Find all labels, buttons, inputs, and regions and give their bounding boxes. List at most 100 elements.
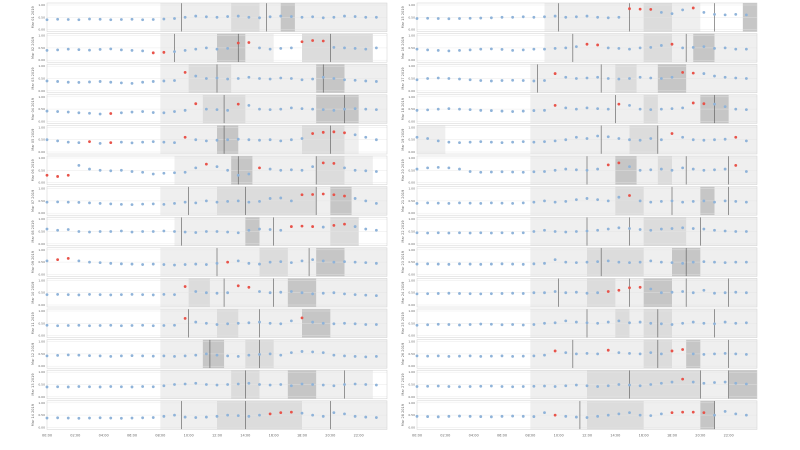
- data-point: [638, 168, 642, 172]
- data-point: [447, 77, 451, 80]
- anomaly-point: [183, 285, 187, 288]
- data-point: [628, 261, 631, 264]
- data-point: [436, 354, 440, 358]
- data-point: [659, 291, 663, 295]
- data-point: [247, 321, 251, 325]
- data-point: [98, 17, 102, 21]
- y-tick-label: 0.00: [408, 150, 415, 154]
- data-point: [119, 48, 123, 52]
- data-point: [447, 231, 451, 235]
- data-point: [56, 48, 60, 52]
- data-point: [130, 324, 134, 327]
- data-point: [374, 228, 378, 232]
- x-tick-label: 20:00: [325, 433, 335, 437]
- data-point: [332, 260, 336, 264]
- data-point: [564, 15, 568, 19]
- data-point: [173, 79, 176, 82]
- anomaly-point: [300, 193, 304, 197]
- x-tick-label: 00:00: [412, 433, 422, 437]
- data-point: [66, 140, 70, 144]
- data-point: [268, 352, 272, 356]
- y-tick-label: 0.50: [408, 199, 415, 203]
- panel-label: Mar 27 2019: [401, 373, 405, 395]
- data-point: [88, 230, 91, 234]
- data-point: [311, 292, 315, 296]
- data-point: [162, 354, 166, 358]
- data-point: [415, 292, 419, 296]
- data-point: [289, 138, 293, 142]
- y-tick-label: 1.00: [408, 278, 415, 282]
- data-point: [289, 168, 293, 172]
- data-point: [215, 108, 219, 111]
- data-point: [311, 107, 315, 111]
- data-point: [702, 260, 706, 264]
- data-point: [564, 138, 568, 142]
- data-point: [353, 382, 357, 386]
- data-point: [436, 48, 440, 52]
- panel-label: Mar 08 2019: [31, 220, 35, 242]
- data-point: [151, 385, 155, 389]
- data-point: [88, 293, 91, 296]
- anomaly-point: [311, 225, 315, 228]
- data-point: [511, 262, 515, 266]
- data-point: [415, 108, 419, 112]
- data-point: [713, 138, 716, 142]
- panel-frame: [416, 339, 758, 369]
- panel-frame: [416, 308, 758, 338]
- panel-label: Mar 18 2019: [401, 98, 405, 120]
- data-point: [574, 77, 578, 80]
- panel-label: Mar 23 2019: [401, 251, 405, 273]
- y-tick-label: 0.50: [408, 352, 415, 356]
- y-tick-label: 0.50: [408, 413, 415, 417]
- data-point: [66, 18, 70, 21]
- anomaly-point: [109, 141, 113, 145]
- y-tick-label: 0.00: [38, 89, 45, 93]
- anomaly-point: [670, 42, 674, 46]
- data-point: [574, 198, 578, 202]
- anomaly-point: [258, 166, 261, 170]
- data-point: [521, 292, 525, 295]
- data-point: [343, 321, 346, 325]
- data-point: [141, 263, 145, 266]
- data-point: [45, 227, 49, 231]
- data-point: [447, 107, 451, 111]
- data-point: [226, 230, 230, 234]
- panel-frame: [46, 155, 388, 185]
- data-point: [204, 139, 208, 143]
- data-point: [173, 323, 176, 327]
- data-point: [532, 47, 536, 51]
- panel-label: Mar 12 2019: [31, 343, 35, 365]
- data-point: [226, 46, 230, 50]
- data-point: [511, 385, 515, 389]
- data-point: [521, 354, 525, 358]
- data-point: [311, 258, 315, 262]
- data-point: [500, 109, 504, 113]
- anomaly-point: [56, 258, 60, 262]
- data-point: [247, 353, 251, 357]
- y-tick-label: 0.00: [408, 272, 415, 276]
- anomaly-point: [268, 412, 272, 416]
- data-point: [723, 229, 727, 233]
- data-point: [151, 172, 155, 176]
- data-point: [585, 384, 589, 388]
- data-point: [585, 260, 589, 264]
- y-tick-label: 1.00: [408, 3, 415, 7]
- data-point: [489, 231, 493, 235]
- panel-frame: [46, 94, 388, 124]
- data-point: [681, 166, 685, 170]
- data-point: [56, 353, 60, 357]
- data-point: [173, 293, 176, 297]
- anomaly-point: [670, 132, 674, 135]
- data-point: [659, 44, 663, 47]
- data-point: [109, 80, 113, 84]
- y-tick-label: 0.00: [408, 334, 415, 338]
- data-point: [521, 201, 525, 205]
- panel-label: Mar 11 2019: [31, 312, 35, 334]
- anomaly-point: [649, 8, 653, 11]
- data-point: [702, 168, 706, 172]
- data-point: [426, 77, 430, 80]
- data-point: [215, 15, 219, 19]
- data-point: [279, 196, 283, 200]
- data-point: [659, 167, 663, 171]
- data-point: [45, 48, 49, 52]
